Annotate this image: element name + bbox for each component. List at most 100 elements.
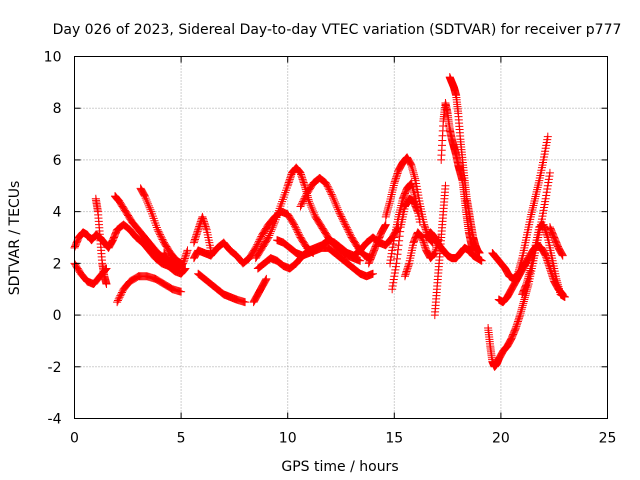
data-point [387,252,396,261]
data-point [410,190,419,199]
x-tick-label: 5 [177,431,186,447]
data-point [153,225,162,234]
data-point [161,280,170,289]
data-point [330,197,339,206]
data-point [411,174,420,183]
data-point [382,208,391,217]
data-point [241,298,250,307]
data-point [332,201,341,210]
data-point [117,290,126,299]
data-point [339,217,348,226]
data-point [387,249,396,258]
data-point [299,176,308,185]
data-point [180,254,189,263]
data-point [322,180,331,189]
data-point [514,315,523,324]
data-point [189,238,198,247]
data-point [333,203,342,212]
data-point [389,278,398,287]
data-point [263,234,272,243]
data-point [194,225,203,234]
data-point [144,199,153,208]
data-point [297,170,306,179]
data-point [545,262,554,271]
data-point [299,178,308,187]
data-point [346,230,355,239]
data-point [542,188,551,197]
data-point [153,276,162,285]
data-point [429,250,438,259]
data-point [306,201,315,210]
data-point [269,221,278,230]
series-t5 [136,184,186,268]
data-point [296,168,305,177]
data-point [532,190,541,199]
data-point [192,230,201,239]
series-t15 [273,236,377,281]
data-point [394,241,403,250]
data-point [383,205,392,214]
data-point [420,222,429,231]
data-point [520,295,529,304]
data-point [181,252,190,261]
data-point [309,208,318,217]
y-tick-label: -2 [48,360,62,376]
data-point [266,227,275,236]
data-point [389,181,398,190]
data-point [156,230,165,239]
data-point [301,192,310,201]
data-point [198,212,207,221]
data-point [300,181,309,190]
data-point [392,259,401,268]
data-point [183,246,192,255]
data-point [407,179,416,188]
data-point [326,188,335,197]
data-point [294,166,303,175]
data-point [152,275,161,284]
data-point [415,217,424,226]
data-point [525,268,534,277]
data-point [391,175,400,184]
data-point [133,272,142,281]
data-point [307,203,316,212]
data-point [506,336,515,345]
data-point [342,222,351,231]
data-point [294,228,303,237]
data-point [530,196,539,205]
data-point [114,196,123,205]
data-point [418,235,427,244]
data-point [532,187,541,196]
data-point [179,257,188,266]
data-point [513,317,522,326]
data-point [404,260,413,269]
data-point [515,314,524,323]
data-point [155,277,164,286]
data-point [558,251,567,260]
data-point [381,220,390,229]
data-point [413,207,422,216]
data-point [268,223,277,232]
data-point [420,241,429,250]
data-point [310,210,319,219]
data-point [126,276,135,285]
data-point [390,177,399,186]
data-point [528,206,537,215]
data-point [554,282,563,291]
data-point [552,274,561,283]
data-point [543,181,552,190]
data-point [388,243,397,252]
data-point [388,285,397,294]
series-t6 [113,272,186,307]
data-point [516,309,525,318]
data-point [380,222,389,231]
data-point [400,272,409,281]
data-point [285,176,294,185]
data-point [201,222,210,231]
data-point [270,219,279,228]
series-t7 [160,246,192,273]
data-point [402,269,411,278]
data-point [144,201,153,210]
data-point [524,272,533,281]
data-point [512,322,521,331]
